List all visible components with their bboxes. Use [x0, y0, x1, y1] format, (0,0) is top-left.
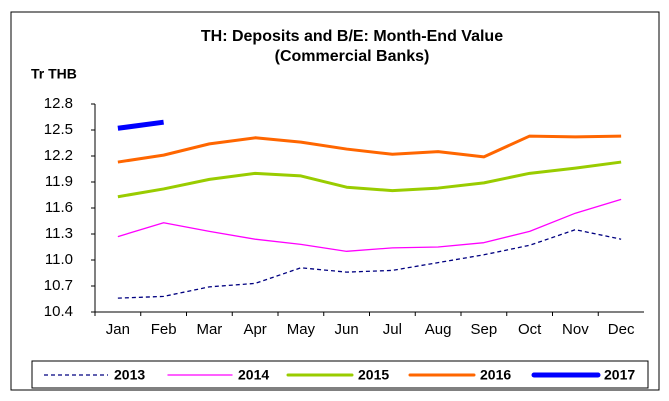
- chart-title: TH: Deposits and B/E: Month-End Value: [201, 28, 503, 45]
- x-tick-label: Aug: [425, 321, 452, 338]
- x-tick-label: Sep: [471, 321, 498, 338]
- series-line: [117, 198, 622, 252]
- y-tick-label: 11.3: [45, 225, 73, 242]
- y-tick-label: 12.5: [44, 121, 73, 138]
- x-tick-label: May: [287, 321, 316, 338]
- y-axis-label: Tr THB: [31, 66, 77, 82]
- x-tick-label: Nov: [562, 321, 589, 338]
- series-line: [117, 134, 622, 164]
- legend-label: 2015: [358, 367, 389, 383]
- x-tick-label: Dec: [608, 321, 635, 338]
- x-tick-label: Oct: [518, 321, 542, 338]
- y-tick-label: 10.4: [44, 303, 73, 320]
- x-tick-label: Jan: [106, 321, 130, 338]
- y-tick-label: 12.2: [44, 147, 73, 164]
- legend-label: 2013: [114, 367, 145, 383]
- y-tick-label: 12.8: [44, 95, 73, 112]
- y-tick-label: 10.7: [44, 277, 73, 294]
- series-line: [117, 160, 622, 199]
- x-tick-label: Jun: [335, 321, 359, 338]
- x-tick-label: Mar: [196, 321, 222, 338]
- y-tick-label: 11.0: [45, 251, 73, 268]
- series-line: [117, 119, 164, 131]
- chart-border: [10, 11, 660, 391]
- y-tick-label: 11.6: [45, 199, 73, 216]
- y-tick-label: 11.9: [45, 173, 73, 190]
- x-tick-label: Jul: [383, 321, 402, 338]
- chart-subtitle: (Commercial Banks): [275, 48, 430, 65]
- legend-label: 2016: [480, 367, 511, 383]
- x-tick-label: Feb: [151, 321, 177, 338]
- legend-label: 2014: [238, 367, 269, 383]
- series-line: [117, 229, 622, 299]
- x-tick-label: Apr: [243, 321, 266, 338]
- legend-label: 2017: [604, 367, 635, 383]
